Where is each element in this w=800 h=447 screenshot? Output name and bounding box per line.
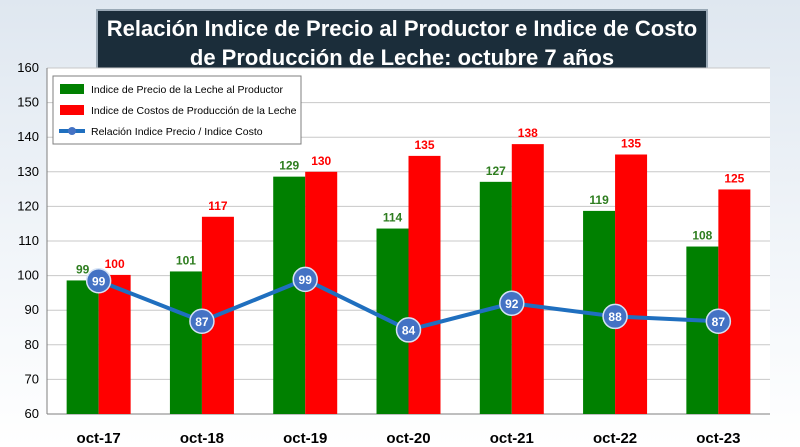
- data-label-costo: 135: [414, 138, 434, 152]
- data-label-costo: 138: [518, 126, 538, 140]
- x-tick-label: oct-17: [77, 430, 121, 447]
- y-tick-label: 120: [17, 198, 39, 213]
- y-tick-label: 110: [18, 233, 39, 248]
- legend-label-costo: Indice de Costos de Producción de la Lec…: [91, 105, 297, 117]
- data-label-relacion: 92: [505, 297, 519, 311]
- line-marker-relacion: [499, 290, 525, 317]
- legend-swatch-relacion-marker: [68, 127, 76, 135]
- data-label-relacion: 87: [195, 315, 209, 329]
- y-tick-label: 90: [25, 302, 39, 317]
- y-tick-label: 100: [17, 268, 39, 283]
- chart-title-line-1: Relación Indice de Precio al Productor e…: [106, 16, 698, 41]
- line-marker-relacion: [189, 308, 215, 335]
- bar-costo-produccion: [615, 154, 648, 414]
- bar-costo-produccion: [718, 189, 751, 414]
- data-label-precio: 108: [692, 229, 712, 243]
- data-label-costo: 135: [621, 137, 641, 151]
- x-tick-label: oct-20: [386, 430, 430, 447]
- x-tick-label: oct-23: [696, 430, 740, 447]
- line-marker-relacion: [292, 266, 318, 293]
- y-tick-label: 60: [25, 406, 39, 421]
- data-label-costo: 130: [311, 154, 331, 168]
- line-marker-relacion: [85, 268, 112, 294]
- legend-box: [52, 75, 302, 145]
- legend-swatch-precio: [60, 84, 84, 94]
- y-tick-label: 130: [17, 164, 39, 179]
- legend-swatch-costo: [60, 105, 84, 115]
- data-label-precio: 127: [486, 164, 506, 178]
- data-label-costo: 117: [208, 199, 228, 213]
- legend-label-precio: Indice de Precio de la Leche al Producto…: [91, 84, 284, 96]
- data-label-costo: 100: [105, 257, 125, 271]
- data-label-relacion: 84: [402, 323, 416, 337]
- x-tick-label: oct-19: [283, 430, 327, 447]
- y-tick-label: 150: [17, 95, 39, 110]
- line-marker-relacion: [602, 303, 628, 330]
- chart-title: Relación Indice de Precio al Productor e…: [96, 9, 708, 75]
- data-label-precio: 129: [279, 159, 299, 173]
- data-label-costo: 125: [724, 171, 744, 185]
- legend-label-relacion: Relación Indice Precio / Indice Costo: [91, 126, 263, 138]
- data-label-precio: 99: [76, 262, 90, 276]
- bar-precio-productor: [169, 271, 202, 414]
- data-label-precio: 114: [383, 211, 403, 225]
- y-tick-label: 70: [25, 371, 39, 386]
- data-label-relacion: 99: [299, 273, 313, 287]
- chart-title-line-2: de Producción de Leche: octubre 7 años: [189, 45, 615, 70]
- bar-costo-produccion: [408, 155, 441, 414]
- data-label-precio: 101: [176, 253, 196, 267]
- line-marker-relacion: [395, 317, 422, 343]
- x-tick-label: oct-22: [593, 430, 637, 447]
- data-label-relacion: 99: [92, 274, 106, 288]
- bar-costo-produccion: [511, 144, 544, 414]
- data-label-relacion: 88: [608, 310, 622, 324]
- y-tick-label: 160: [17, 60, 39, 75]
- bar-precio-productor: [66, 280, 99, 414]
- bar-costo-produccion: [98, 274, 131, 414]
- y-tick-label: 80: [25, 337, 39, 352]
- x-tick-label: oct-21: [490, 430, 534, 447]
- data-label-precio: 119: [589, 193, 609, 207]
- line-marker-relacion: [705, 308, 732, 335]
- data-label-relacion: 87: [712, 315, 726, 329]
- y-tick-label: 140: [17, 129, 39, 144]
- x-tick-label: oct-18: [180, 430, 224, 447]
- bar-precio-productor: [273, 176, 306, 414]
